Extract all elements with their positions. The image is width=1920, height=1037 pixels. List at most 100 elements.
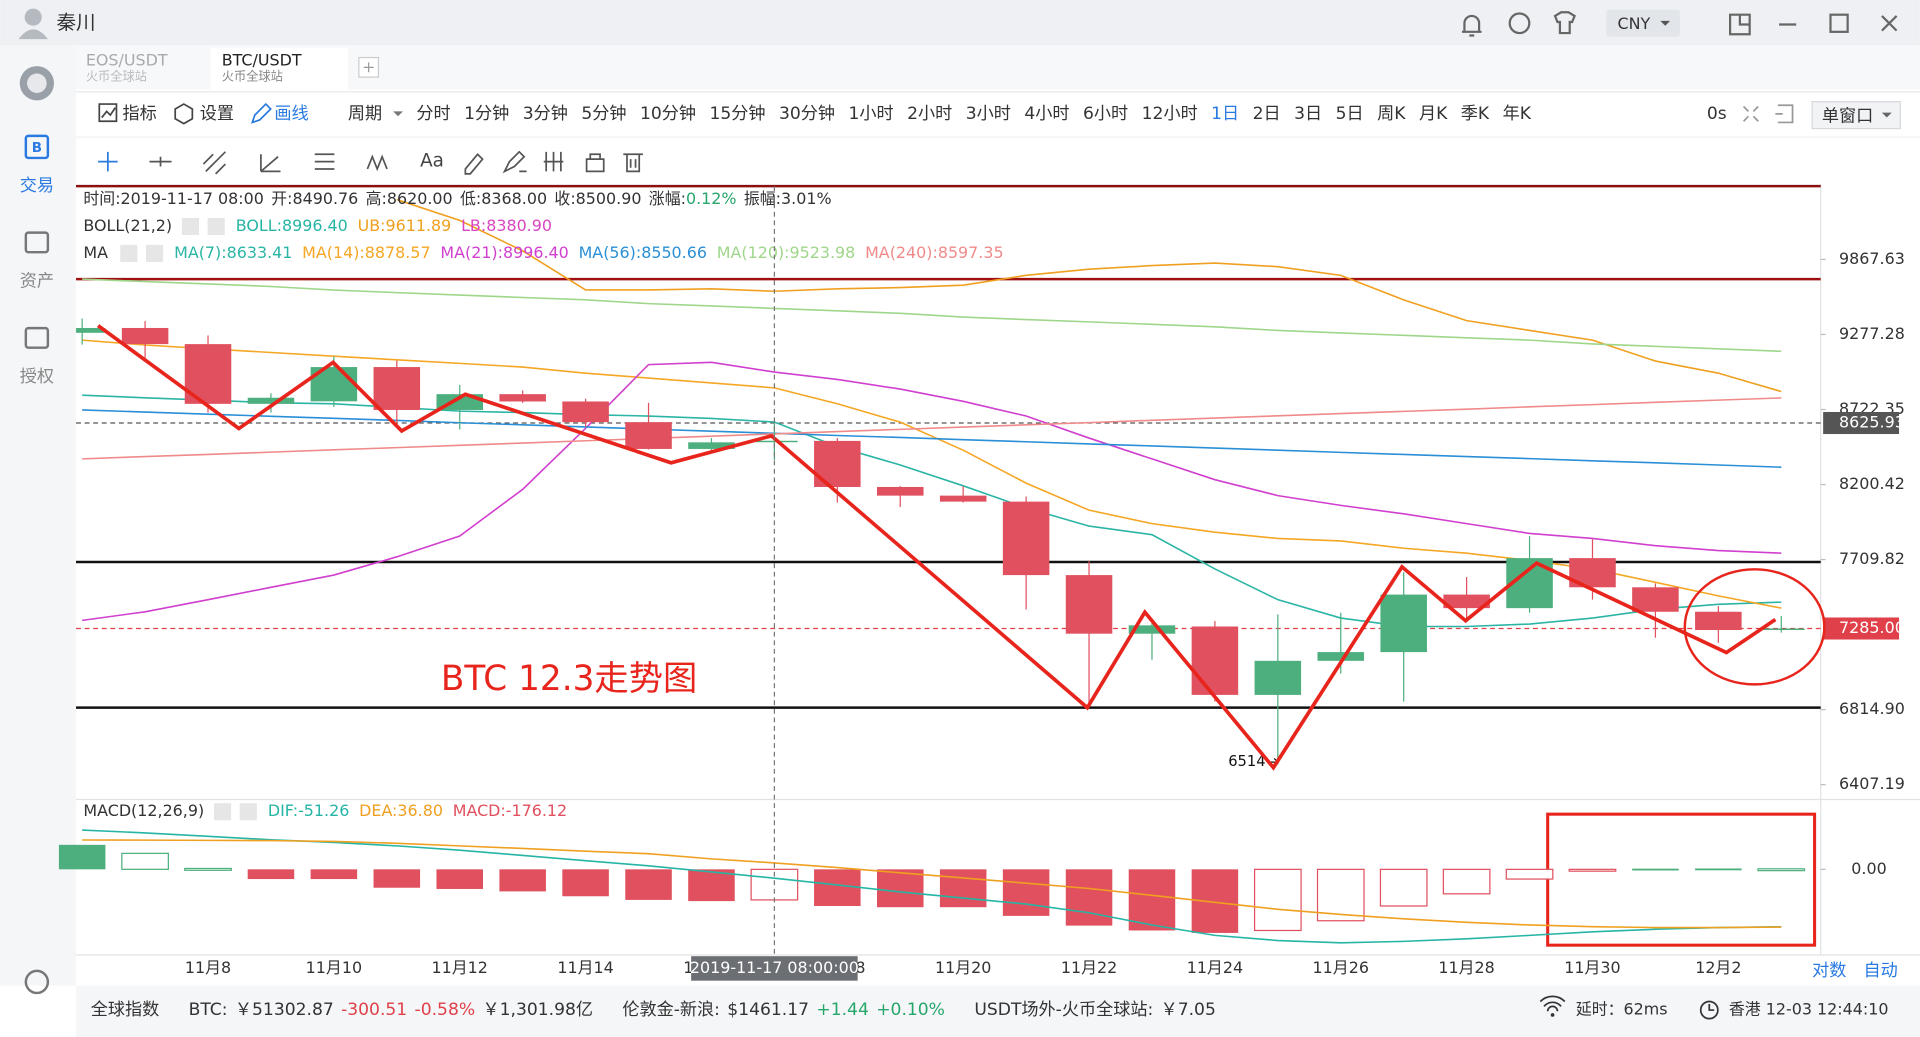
y-tick-label: 0.00 xyxy=(1851,859,1886,878)
period-button[interactable]: 2小时 xyxy=(907,104,952,124)
asset-icon[interactable] xyxy=(24,231,50,254)
info-item: 高:8620.00 xyxy=(366,189,453,208)
maximize-icon[interactable] xyxy=(1829,13,1849,33)
period-button[interactable]: 5日 xyxy=(1336,104,1364,124)
toolbar-button[interactable]: 画线 xyxy=(274,104,308,124)
lines-tool[interactable] xyxy=(314,153,335,170)
fullscreen-icon[interactable] xyxy=(1742,105,1759,122)
period-button[interactable]: 6小时 xyxy=(1083,104,1128,124)
legend-hide[interactable] xyxy=(239,803,257,821)
legend-hide[interactable] xyxy=(207,217,225,236)
scale-mode[interactable]: 自动 xyxy=(1864,961,1898,981)
macd-bar xyxy=(814,869,861,906)
legend-item: MA(120):9523.98 xyxy=(717,243,856,262)
indicator-line xyxy=(82,829,1782,944)
trade-icon[interactable] xyxy=(24,134,50,160)
sidebar-label[interactable]: 授权 xyxy=(20,367,54,387)
period-button[interactable]: 12小时 xyxy=(1142,104,1198,124)
delete-tool[interactable] xyxy=(623,153,643,173)
sidebar-label[interactable]: 交易 xyxy=(20,176,54,196)
x-tick-label: 11月28 xyxy=(1438,958,1494,977)
active-tab[interactable] xyxy=(210,47,348,90)
close-icon[interactable] xyxy=(1881,15,1898,32)
period-menu[interactable]: 周期 xyxy=(348,104,382,124)
legend-item: MA(21):8996.40 xyxy=(440,243,568,262)
pen-tool[interactable] xyxy=(502,150,527,174)
countdown: 0s xyxy=(1707,104,1727,124)
restore-icon[interactable] xyxy=(1728,13,1751,36)
info-item: 振幅:3.01% xyxy=(744,189,832,208)
hline-tool[interactable] xyxy=(149,156,172,167)
periods: 分时 1分钟 3分钟 5分钟 10分钟 15分钟 30分钟 1小时 2小时 3小时 4小时 6小时 12… xyxy=(416,104,1531,124)
status-item: ￥51302.87 xyxy=(235,1000,334,1020)
info-item: 低:8368.00 xyxy=(460,189,547,208)
period-button[interactable]: 3分钟 xyxy=(523,104,568,124)
legend-hide[interactable] xyxy=(145,244,164,263)
period-button[interactable]: 月K xyxy=(1419,104,1448,124)
candle-body xyxy=(1128,625,1176,634)
scale-mode[interactable]: 对数 xyxy=(1812,961,1846,981)
period-button[interactable]: 年K xyxy=(1503,104,1532,124)
macd-bar xyxy=(562,869,609,897)
period-button[interactable]: 2日 xyxy=(1253,104,1281,124)
legend-item: LB:8380.90 xyxy=(461,216,552,235)
chart-area xyxy=(76,183,1920,986)
avatar[interactable] xyxy=(24,8,42,26)
y-tick-label: 9277.28 xyxy=(1839,324,1905,343)
crosshair-tag xyxy=(691,956,858,981)
indicator-line xyxy=(82,409,1782,468)
exit-icon[interactable] xyxy=(1775,104,1794,124)
period-button[interactable]: 10分钟 xyxy=(640,104,696,124)
period-button[interactable]: 15分钟 xyxy=(710,104,766,124)
auth-icon[interactable] xyxy=(24,326,50,349)
x-tick-label: 11月30 xyxy=(1564,958,1620,977)
trade-icon-glyph: B xyxy=(32,141,42,156)
legend-settings[interactable] xyxy=(120,244,138,263)
macd-bar xyxy=(1568,868,1617,872)
tab-name[interactable]: BTC/USDT xyxy=(222,51,302,70)
indicator-icon xyxy=(98,103,118,123)
legend-title: MACD(12,26,9) xyxy=(83,801,204,820)
period-button[interactable]: 30分钟 xyxy=(779,104,835,124)
status-item: $1461.17 xyxy=(727,1000,809,1020)
period-button[interactable]: 3小时 xyxy=(966,104,1011,124)
period-button[interactable]: 5分钟 xyxy=(581,104,626,124)
lock-tool[interactable] xyxy=(585,153,605,173)
period-button[interactable]: 1小时 xyxy=(849,104,894,124)
bell-icon[interactable] xyxy=(1461,14,1482,37)
period-button[interactable]: 3日 xyxy=(1294,104,1322,124)
channel-tool[interactable] xyxy=(202,151,227,175)
legend-settings[interactable] xyxy=(213,803,232,821)
legend-item: MACD:-176.12 xyxy=(453,801,567,820)
macd-bar xyxy=(1002,869,1050,916)
drawn-zigzag xyxy=(96,324,1777,771)
period-button[interactable]: 4小时 xyxy=(1024,104,1069,124)
skin-icon[interactable] xyxy=(1553,11,1576,35)
measure-tool[interactable] xyxy=(543,151,564,172)
period-button[interactable]: 季K xyxy=(1461,104,1490,124)
fib-tool[interactable] xyxy=(260,154,281,173)
crosshair-tool[interactable] xyxy=(98,151,118,172)
status-item: -0.58% xyxy=(415,1000,476,1020)
toolbar-button[interactable]: 指标 xyxy=(123,104,157,124)
currency-select[interactable] xyxy=(1606,9,1680,37)
settings-icon[interactable] xyxy=(24,969,50,995)
candle-body xyxy=(1254,660,1302,695)
tab-name[interactable]: EOS/USDT xyxy=(86,51,168,70)
legend-settings[interactable] xyxy=(181,217,200,236)
period-button[interactable]: 1日 xyxy=(1211,104,1239,124)
x-tick-label: 11月8 xyxy=(185,958,231,977)
sidebar-label[interactable]: 资产 xyxy=(20,272,54,292)
search-icon[interactable] xyxy=(1508,12,1531,35)
period-button[interactable]: 1分钟 xyxy=(464,104,509,124)
x-tick-label: 11月26 xyxy=(1313,958,1369,977)
latency: 延时：62ms xyxy=(1576,1000,1668,1019)
currency-label: CNY xyxy=(1617,14,1650,33)
brush-tool[interactable] xyxy=(464,152,484,175)
period-button[interactable]: 分时 xyxy=(416,104,450,124)
font-tool[interactable]: Aa xyxy=(420,151,444,172)
toolbar-button[interactable]: 设置 xyxy=(200,104,234,124)
period-button[interactable]: 周K xyxy=(1377,104,1406,124)
user-name: 秦川 xyxy=(56,11,95,34)
wave-tool[interactable] xyxy=(366,154,388,172)
